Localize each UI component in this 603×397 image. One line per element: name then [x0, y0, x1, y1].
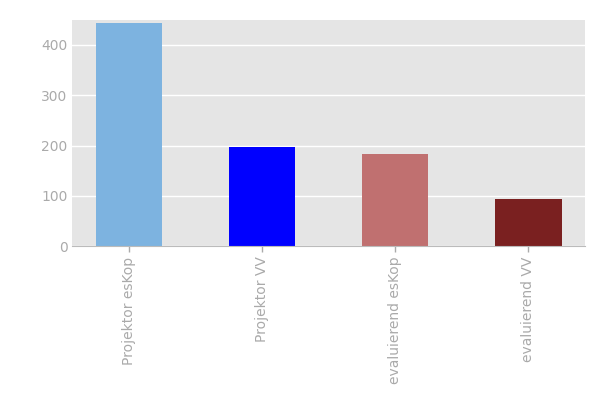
- Bar: [96, 23, 162, 246]
- Bar: [495, 199, 561, 246]
- Bar: [362, 154, 429, 246]
- Bar: [229, 147, 295, 246]
